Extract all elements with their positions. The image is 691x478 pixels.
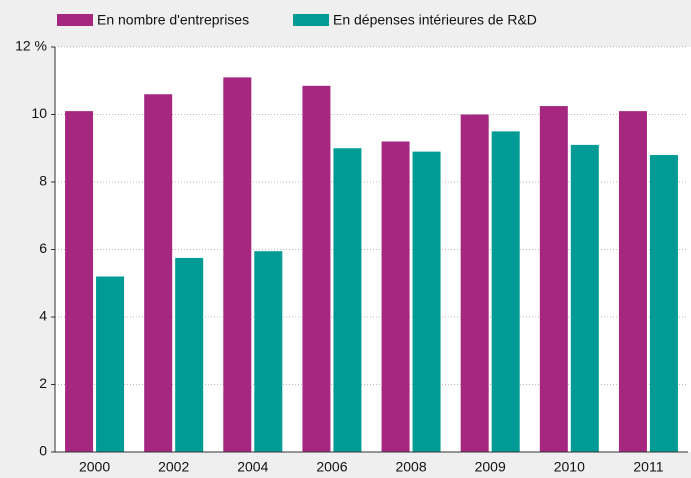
bar — [223, 77, 252, 452]
bar — [539, 106, 568, 452]
bar — [144, 94, 173, 452]
bar — [649, 155, 678, 452]
bar — [618, 111, 647, 452]
legend-label: En dépenses intérieures de R&D — [333, 12, 537, 28]
bar — [333, 148, 362, 452]
bar — [175, 257, 204, 452]
x-tick-label: 2011 — [633, 459, 663, 475]
y-tick-label: 10 — [31, 105, 47, 121]
x-tick-label: 2000 — [79, 459, 110, 475]
bar — [491, 131, 520, 452]
y-tick-label: 8 — [39, 173, 47, 189]
bar — [381, 141, 410, 452]
y-tick-label: 6 — [39, 240, 47, 256]
y-tick-label: 0 — [39, 443, 47, 459]
legend-swatch — [293, 14, 329, 26]
bar — [96, 276, 125, 452]
x-tick-label: 2008 — [395, 459, 426, 475]
x-tick-label: 2006 — [316, 459, 347, 475]
x-tick-label: 2004 — [237, 459, 268, 475]
y-tick-label: 4 — [39, 308, 47, 324]
legend-swatch — [57, 14, 93, 26]
bar — [65, 111, 94, 452]
x-tick-label: 2002 — [158, 459, 189, 475]
y-tick-label: 2 — [39, 375, 47, 391]
bar — [570, 144, 599, 452]
x-tick-label: 2009 — [475, 459, 506, 475]
bar — [412, 151, 441, 452]
bar — [460, 114, 489, 452]
y-tick-label: 12 % — [15, 38, 47, 54]
x-tick-label: 2010 — [554, 459, 585, 475]
bar — [302, 85, 331, 452]
legend-label: En nombre d'entreprises — [97, 12, 249, 28]
bar — [254, 251, 283, 452]
